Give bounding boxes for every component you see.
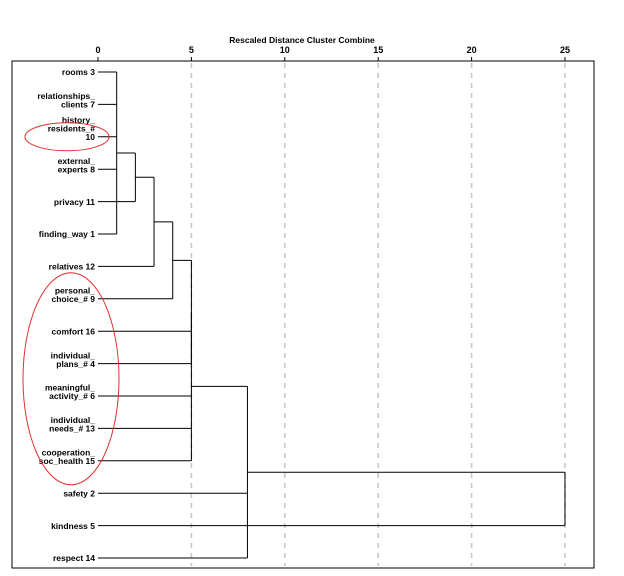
leaf-label-line: cooperation_ [42,448,96,458]
leaf-label: kindness 5 [51,521,95,531]
leaf-label-line: meaningful_ [45,383,95,393]
leaf-label-line: individual_ [51,415,96,425]
leaf-label: respect 14 [53,553,95,563]
leaf-label: personal_choice_# 9 [52,286,96,305]
leaf-label: individual_plans_# 4 [51,350,96,369]
leaf-label: safety 2 [63,488,95,498]
tick-label: 5 [189,45,194,55]
annotation-ellipse [22,272,120,486]
leaf-label: privacy 11 [54,197,95,207]
leaf-label: comfort 16 [52,326,96,336]
leaf-label-line: respect 14 [53,553,95,563]
tick-label: 25 [560,45,570,55]
leaf-label: relatives 12 [49,262,96,272]
leaf-label: rooms 3 [62,67,95,77]
axis-ticks: 0 5 10 15 20 25 [95,45,570,61]
chart-title: Rescaled Distance Cluster Combine [229,35,375,45]
leaf-label-line: clients 7 [61,100,95,110]
leaf-label-line: soc_health 15 [39,456,95,466]
leaf-label-line: finding_way 1 [39,229,95,239]
leaf-label-line: relatives 12 [49,262,96,272]
leaf-label-line: privacy 11 [54,197,95,207]
dendrogram-links [98,71,566,559]
leaf-label-line: comfort 16 [52,326,96,336]
leaf-label: cooperation_soc_health 15 [39,448,96,467]
annotation-ellipse [24,122,110,152]
leaf-label-line: activity_# 6 [49,391,95,401]
tick-label: 15 [373,45,383,55]
leaf-label-line: safety 2 [63,488,95,498]
tick-label: 10 [280,45,290,55]
leaf-label-line: experts 8 [58,164,96,174]
leaf-label: relationships_clients 7 [37,91,95,110]
leaf-label: finding_way 1 [39,229,95,239]
tick-label: 20 [467,45,477,55]
leaf-label: external_experts 8 [58,156,96,175]
leaf-label: individual_needs_# 13 [49,415,95,434]
leaf-label-line: needs_# 13 [49,424,95,434]
leaf-label: history_residents_#10 [48,115,96,142]
plot-frame [11,60,595,569]
leaf-label-line: choice_# 9 [52,294,96,304]
leaf-label-line: personal_ [55,286,95,296]
leaf-label-line: kindness 5 [51,521,95,531]
leaf-label-line: history_ [62,115,95,125]
leaf-label-line: residents_# [48,124,96,134]
leaf-label-line: plans_# 4 [56,359,95,369]
leaf-label: meaningful_activity_# 6 [45,383,95,402]
leaf-label-line: external_ [58,156,96,166]
annotations [22,122,120,486]
leaf-label-line: relationships_ [37,91,95,101]
leaf-label-line: rooms 3 [62,67,95,77]
leaf-label-line: individual_ [51,350,96,360]
leaf-label-line: 10 [86,132,96,142]
tick-label: 0 [95,45,100,55]
